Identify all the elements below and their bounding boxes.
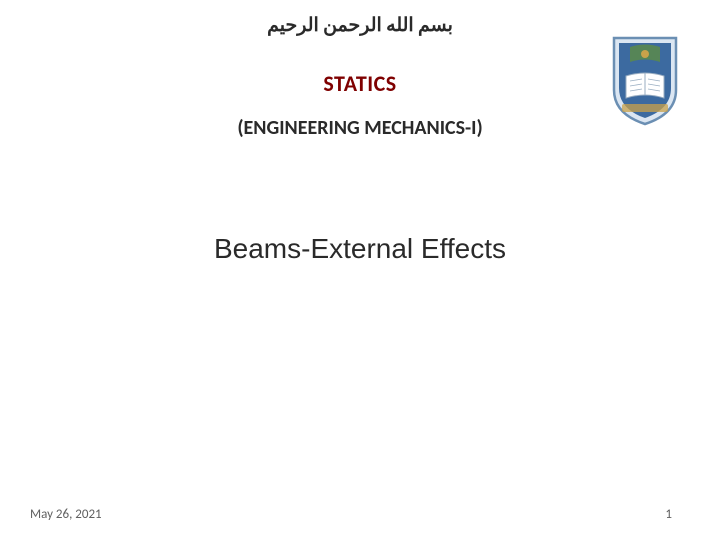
university-logo [610,32,680,127]
lecture-topic: Beams-External Effects [0,233,720,265]
footer-page-number: 1 [665,507,672,522]
shield-icon [610,32,680,127]
footer-date: May 26, 2021 [30,507,102,522]
slide: بسم الله الرحمن الرحيم STATICS (ENGINEER… [0,0,720,540]
